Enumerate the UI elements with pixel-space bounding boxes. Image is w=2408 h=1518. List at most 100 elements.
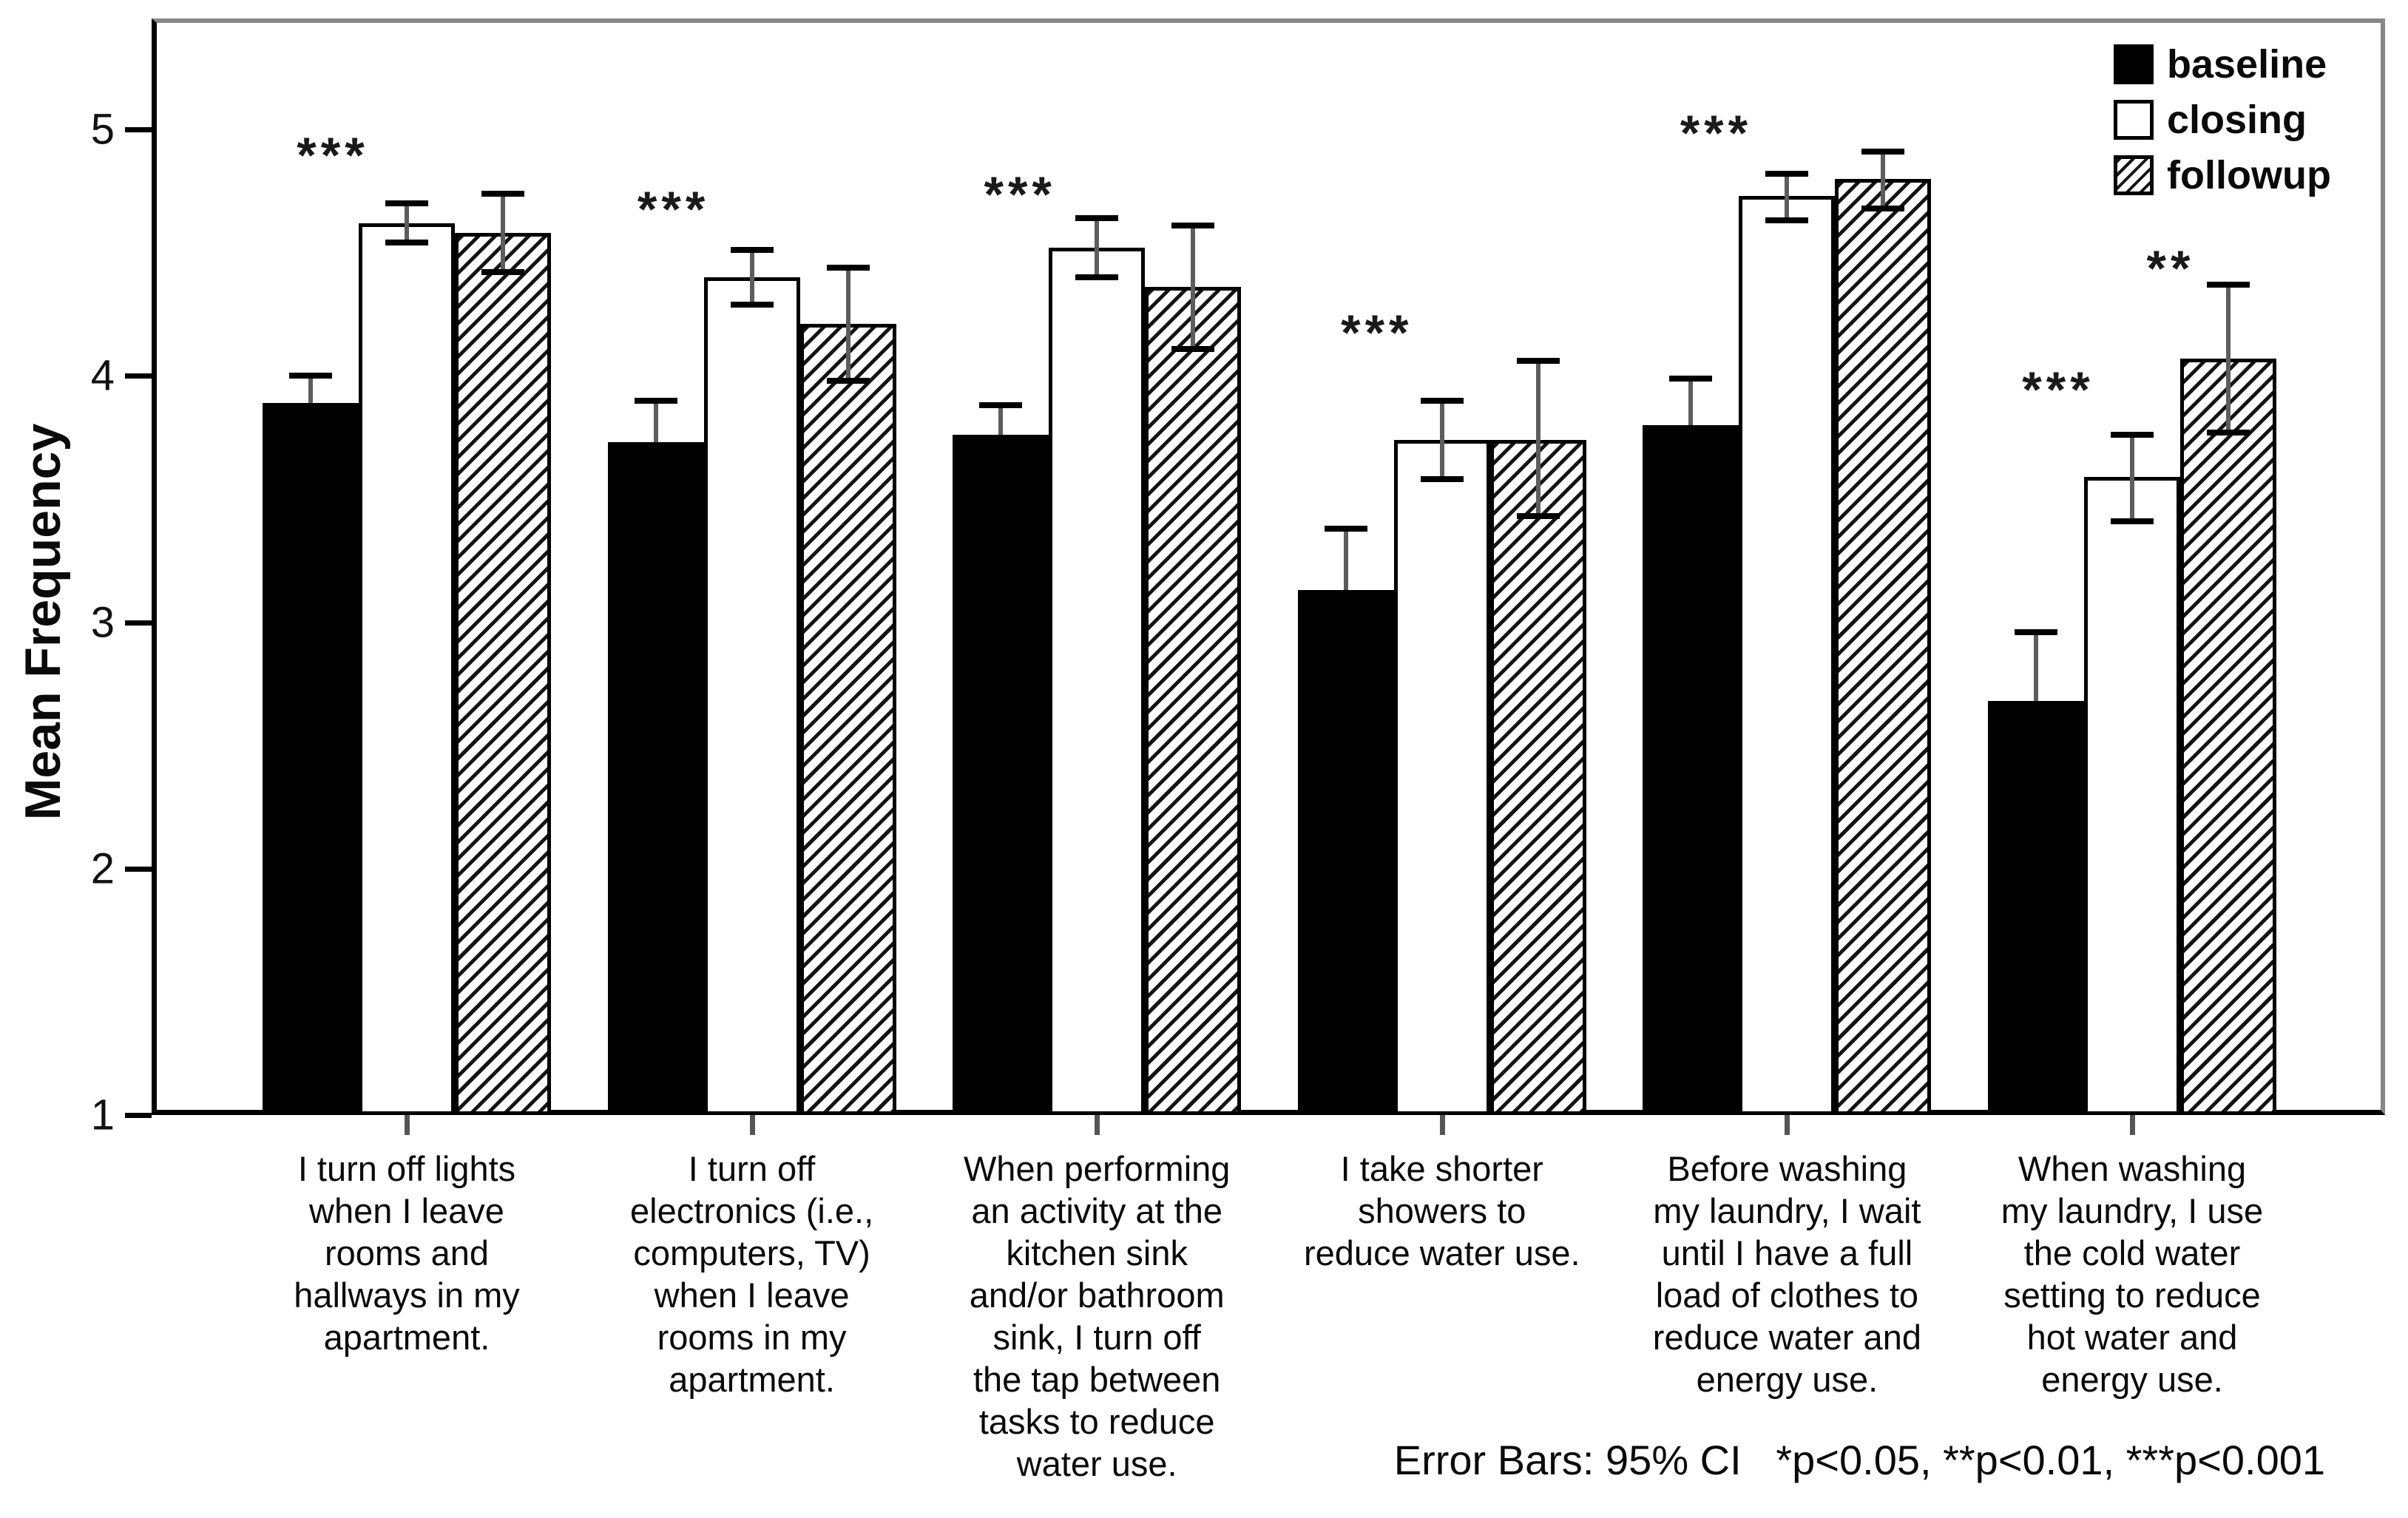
error-bar-followup-group6: [2226, 284, 2231, 433]
legend-item-baseline: baseline: [2114, 41, 2331, 87]
error-bar-cap-top: [2207, 281, 2250, 288]
error-bar-cap-top: [1075, 214, 1119, 221]
x-axis-tick: [2130, 1115, 2135, 1135]
y-axis-tick: [125, 373, 152, 379]
legend: baseline closing followup: [2114, 41, 2331, 198]
error-bar-cap-top: [1171, 222, 1215, 228]
error-bar-baseline-group4: [1343, 528, 1348, 591]
bar-followup-group6: [2180, 358, 2276, 1115]
error-bar-cap-top: [385, 200, 428, 206]
category-label: When performing an activity at the kitch…: [963, 1149, 1231, 1483]
error-bar-cap-bottom: [1516, 513, 1560, 520]
error-bar-cap-top: [2015, 628, 2057, 635]
error-bar-cap-bottom: [1861, 205, 1905, 211]
error-bar-cap-bottom: [1420, 476, 1464, 483]
bar-followup-group5: [1835, 178, 1932, 1115]
y-axis-tick-label: 5: [90, 105, 115, 154]
legend-swatch-followup-icon: [2114, 155, 2154, 195]
error-bar-baseline-group5: [1688, 378, 1694, 425]
bar-baseline-group2: [607, 442, 704, 1115]
x-axis-tick: [749, 1115, 755, 1135]
legend-swatch-closing-icon: [2114, 100, 2154, 140]
error-bar-cap-top: [730, 247, 774, 254]
error-bar-closing-group1: [405, 203, 409, 243]
error-bar-cap-bottom: [2207, 429, 2250, 436]
x-axis-tick: [1785, 1115, 1790, 1135]
significance-marker: ***: [2022, 361, 2094, 418]
bar-followup-group3: [1145, 287, 1242, 1115]
significance-marker: ***: [637, 181, 710, 238]
significance-marker: **: [2146, 240, 2195, 297]
error-bar-closing-group3: [1095, 217, 1100, 277]
legend-item-closing: closing: [2114, 97, 2331, 143]
x-axis-tick: [405, 1115, 410, 1135]
legend-swatch-baseline-icon: [2114, 44, 2154, 84]
error-bar-closing-group5: [1785, 173, 1790, 221]
error-bar-cap-top: [481, 190, 524, 197]
significance-marker: ***: [984, 166, 1056, 223]
bar-baseline-group1: [263, 402, 359, 1115]
error-bar-followup-group5: [1881, 151, 1886, 209]
error-bar-cap-top: [1420, 397, 1464, 404]
error-bar-cap-top: [979, 402, 1023, 409]
error-bar-cap-top: [1669, 375, 1713, 382]
legend-label-baseline: baseline: [2167, 42, 2327, 87]
bar-followup-group1: [455, 232, 551, 1115]
error-bar-cap-top: [1516, 358, 1560, 365]
bar-closing-group2: [703, 277, 800, 1115]
significance-marker: ***: [1341, 304, 1413, 361]
bar-closing-group1: [359, 223, 455, 1115]
error-bar-cap-top: [634, 397, 677, 404]
error-bar-cap-bottom: [826, 377, 870, 384]
bar-closing-group3: [1049, 247, 1146, 1115]
error-bar-baseline-group1: [308, 376, 313, 403]
category-label: I take shorter showers to reduce water u…: [1304, 1149, 1580, 1273]
bar-baseline-group4: [1297, 590, 1394, 1115]
error-bars-footnote: Error Bars: 95% CI *p<0.05, **p<0.01, **…: [1393, 1437, 2325, 1483]
error-bar-baseline-group3: [998, 405, 1004, 436]
error-bar-cap-top: [1861, 148, 1905, 155]
bar-closing-group4: [1393, 439, 1490, 1115]
error-bar-cap-bottom: [481, 269, 524, 276]
bar-baseline-group3: [953, 435, 1049, 1115]
category-label: I turn off electronics (i.e., computers,…: [630, 1149, 874, 1399]
error-bar-cap-bottom: [1765, 217, 1809, 224]
y-axis-tick-label: 2: [90, 844, 115, 893]
legend-item-followup: followup: [2114, 152, 2331, 198]
error-bar-followup-group4: [1535, 361, 1540, 517]
bar-baseline-group6: [1988, 701, 2084, 1115]
y-axis-tick-label: 1: [90, 1091, 115, 1139]
bar-baseline-group5: [1643, 424, 1739, 1115]
x-axis-tick: [1095, 1115, 1100, 1135]
error-bar-cap-bottom: [730, 301, 774, 308]
error-bar-followup-group1: [501, 193, 505, 273]
error-bar-cap-top: [2111, 432, 2154, 438]
y-axis-tick: [125, 620, 152, 626]
error-bar-followup-group3: [1191, 225, 1196, 349]
bar-closing-group6: [2084, 476, 2180, 1115]
bar-followup-group4: [1489, 439, 1586, 1115]
error-bar-cap-bottom: [2111, 518, 2154, 524]
error-bar-baseline-group6: [2034, 631, 2038, 702]
error-bar-closing-group6: [2130, 435, 2134, 521]
y-axis-tick: [125, 127, 152, 132]
category-label: When washing my laundry, I use the cold …: [2001, 1149, 2264, 1399]
error-bar-closing-group4: [1439, 400, 1444, 480]
y-axis-tick: [125, 866, 152, 872]
significance-marker: ***: [297, 126, 369, 183]
x-axis-tick: [1439, 1115, 1445, 1135]
error-bar-cap-bottom: [1075, 274, 1119, 280]
error-bar-closing-group2: [749, 250, 754, 305]
category-label: I turn off lights when I leave rooms and…: [294, 1149, 520, 1357]
legend-label-closing: closing: [2167, 98, 2307, 142]
error-bar-baseline-group2: [653, 400, 658, 443]
bar-followup-group2: [799, 324, 896, 1115]
error-bar-cap-top: [1324, 525, 1367, 532]
legend-label-followup: followup: [2167, 153, 2331, 197]
error-bar-cap-bottom: [385, 240, 428, 246]
y-axis-tick-label: 4: [90, 351, 115, 400]
y-axis-tick: [125, 1113, 152, 1118]
error-bar-cap-top: [1765, 170, 1809, 177]
bar-closing-group5: [1739, 195, 1836, 1115]
error-bar-followup-group2: [845, 267, 850, 381]
